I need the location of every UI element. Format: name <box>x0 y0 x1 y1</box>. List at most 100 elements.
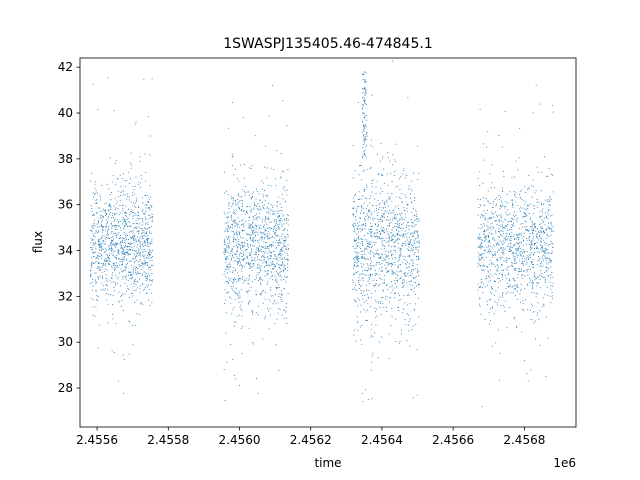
data-point <box>369 268 371 270</box>
data-point <box>389 235 390 237</box>
data-point <box>542 247 543 249</box>
data-point <box>148 253 150 255</box>
data-point <box>372 265 374 267</box>
data-point <box>118 214 120 216</box>
data-point <box>363 189 365 191</box>
data-point <box>151 221 153 222</box>
data-point <box>132 273 134 275</box>
data-point <box>522 260 524 262</box>
data-point <box>245 262 247 264</box>
data-point <box>410 232 412 234</box>
data-point <box>257 280 259 281</box>
data-point <box>510 243 512 245</box>
data-point <box>123 258 125 260</box>
data-point <box>144 240 146 242</box>
data-point <box>264 261 266 263</box>
data-point <box>497 287 499 289</box>
data-point <box>123 249 125 251</box>
data-point <box>135 250 137 252</box>
data-point <box>360 217 362 219</box>
data-point <box>375 317 377 318</box>
data-point <box>532 311 534 313</box>
data-point <box>249 263 251 265</box>
data-point <box>499 256 501 258</box>
data-point <box>101 248 103 250</box>
data-point <box>504 275 506 277</box>
data-point <box>499 273 501 275</box>
data-point <box>255 231 257 233</box>
data-point <box>228 236 230 238</box>
data-point <box>109 264 111 266</box>
data-point <box>418 275 420 277</box>
data-point <box>408 249 410 251</box>
data-point <box>262 338 264 340</box>
data-point <box>541 230 543 232</box>
data-point <box>480 247 482 249</box>
data-point <box>398 342 400 344</box>
data-point <box>254 260 256 262</box>
data-point <box>367 264 369 266</box>
data-point <box>279 272 281 274</box>
data-point <box>273 211 275 213</box>
data-point <box>534 275 536 276</box>
data-point <box>130 246 132 248</box>
data-point <box>264 252 266 254</box>
data-point <box>140 303 142 305</box>
data-point <box>122 173 124 175</box>
data-point <box>117 208 119 210</box>
data-point <box>91 230 93 232</box>
data-point <box>362 212 364 214</box>
data-point <box>388 196 390 198</box>
data-point <box>118 258 120 260</box>
data-point <box>406 207 408 209</box>
data-point <box>401 283 403 285</box>
data-point <box>271 275 273 277</box>
data-point <box>287 219 289 221</box>
data-point <box>368 229 370 231</box>
data-point <box>234 277 235 279</box>
data-point <box>373 241 375 243</box>
data-point <box>418 270 420 272</box>
data-point <box>489 252 491 254</box>
data-point <box>371 94 373 96</box>
data-point <box>287 248 289 250</box>
data-point <box>95 203 97 205</box>
data-point <box>403 228 404 230</box>
data-point <box>141 262 143 264</box>
data-point <box>230 265 232 267</box>
data-point <box>380 238 382 240</box>
data-point <box>149 232 150 234</box>
data-point <box>518 228 520 229</box>
data-point <box>93 213 95 215</box>
data-point <box>141 265 143 267</box>
data-point <box>238 314 240 316</box>
data-point <box>413 290 415 292</box>
data-point <box>263 251 264 253</box>
data-point <box>542 230 544 232</box>
data-point <box>144 260 146 262</box>
data-point <box>415 209 417 211</box>
data-point <box>268 237 270 239</box>
data-point <box>363 134 365 136</box>
data-point <box>388 198 390 200</box>
data-point <box>123 238 125 239</box>
data-point <box>358 191 360 193</box>
data-point <box>234 378 236 380</box>
data-point <box>504 248 506 250</box>
data-point <box>482 216 484 218</box>
data-point <box>390 249 392 251</box>
data-point <box>258 209 260 211</box>
data-point <box>365 104 367 105</box>
data-point <box>99 194 101 196</box>
data-point <box>528 229 530 231</box>
data-point <box>136 254 138 256</box>
data-point <box>286 189 288 191</box>
data-point <box>492 275 494 277</box>
data-point <box>94 236 96 238</box>
data-point <box>127 251 129 253</box>
data-point <box>404 302 406 304</box>
data-point <box>377 226 379 228</box>
data-point <box>398 231 400 233</box>
data-point <box>497 269 499 271</box>
data-point <box>226 272 228 274</box>
